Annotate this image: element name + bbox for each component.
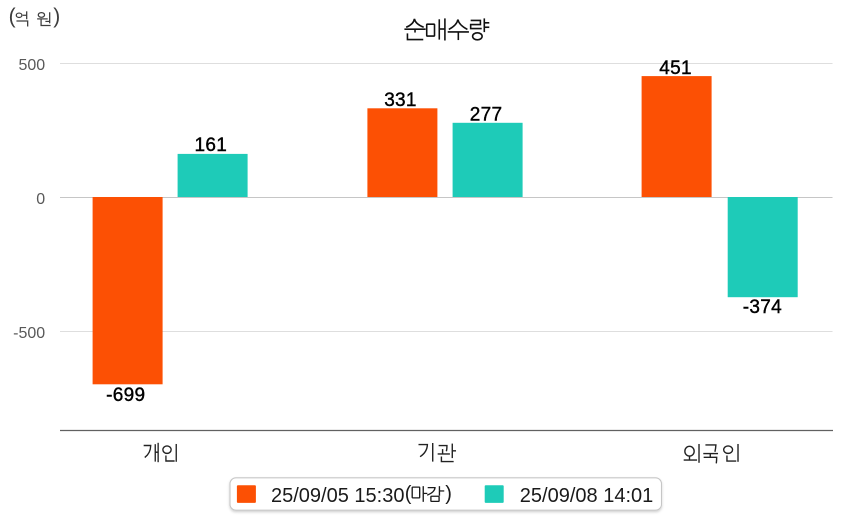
svg-text:161: 161 bbox=[194, 135, 227, 156]
svg-text:25/09/05 15:30: 25/09/05 15:30 bbox=[271, 485, 404, 507]
svg-text:25/09/08 14:01: 25/09/08 14:01 bbox=[520, 485, 653, 507]
svg-text:(: ( bbox=[9, 5, 16, 28]
svg-text:331: 331 bbox=[384, 90, 417, 111]
svg-text:-500: -500 bbox=[13, 325, 45, 342]
svg-text:-374: -374 bbox=[743, 297, 782, 318]
svg-text:): ) bbox=[53, 5, 60, 28]
svg-text:0: 0 bbox=[36, 191, 45, 208]
svg-text:451: 451 bbox=[659, 58, 692, 79]
svg-text:): ) bbox=[445, 483, 452, 505]
svg-text:500: 500 bbox=[18, 57, 45, 74]
svg-text:-699: -699 bbox=[106, 385, 145, 406]
svg-text:(: ( bbox=[405, 483, 412, 505]
svg-text:277: 277 bbox=[470, 105, 503, 126]
